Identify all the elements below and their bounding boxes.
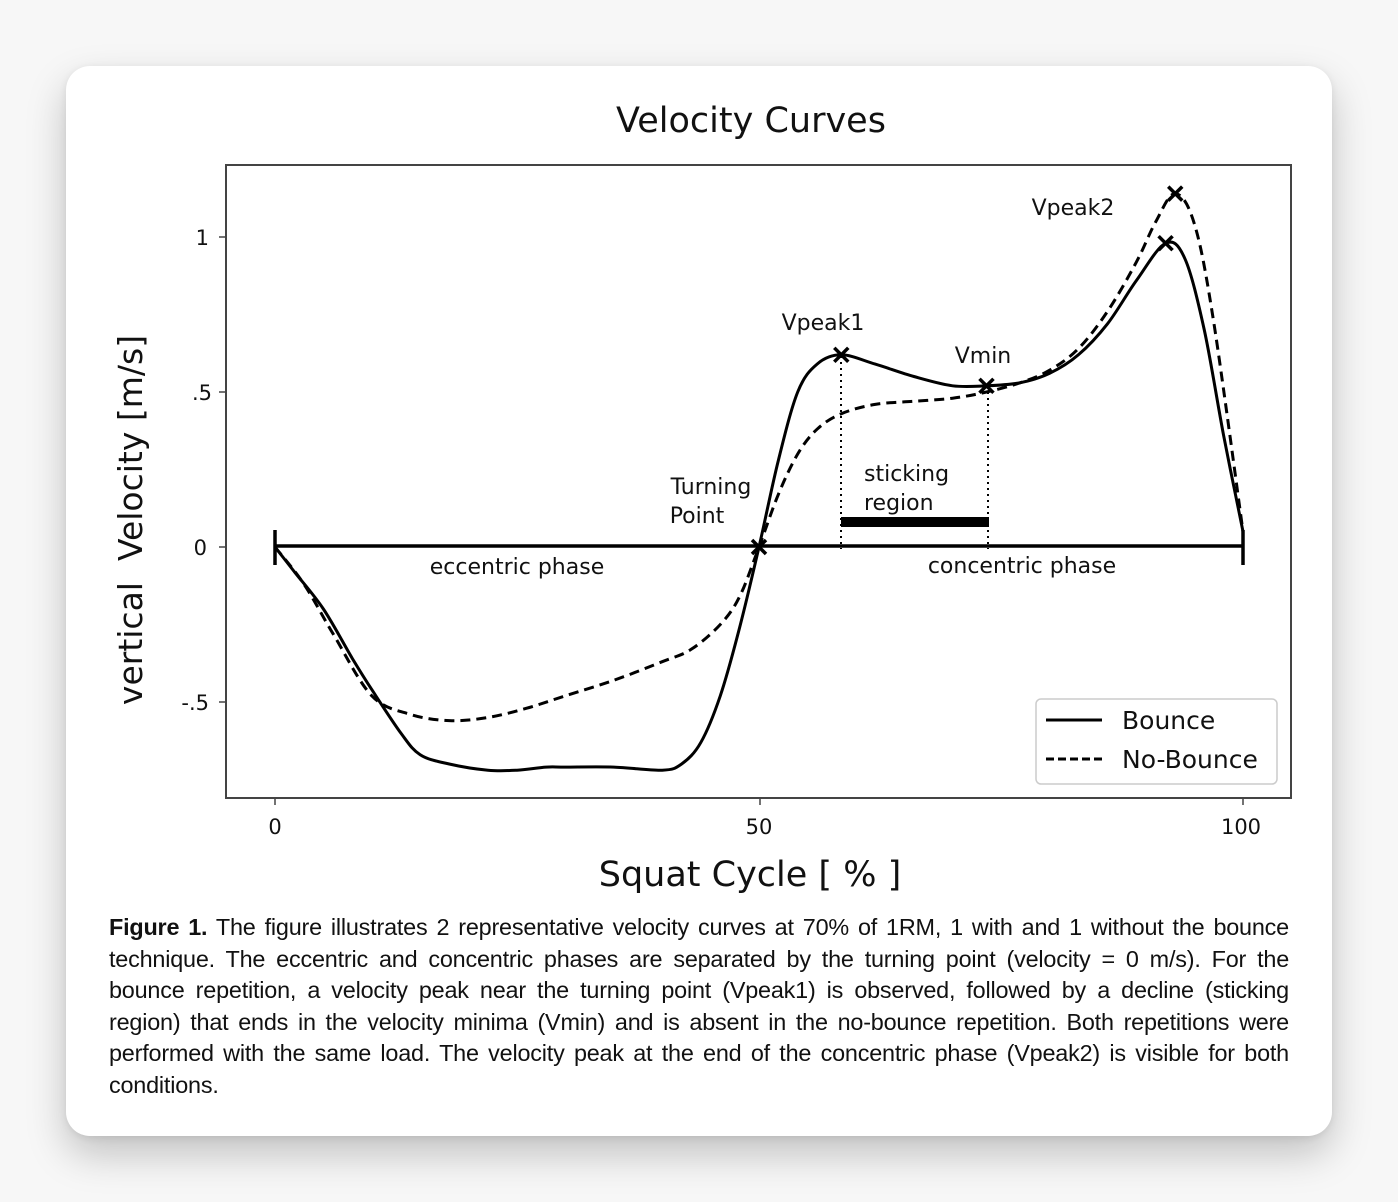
bounce-curve	[273, 240, 1245, 773]
eccentric-phase-label: eccentric phase	[430, 555, 604, 580]
y-tick-0: 0	[194, 536, 207, 560]
no-bounce-curve	[273, 192, 1245, 723]
sticking-region-bar	[841, 517, 989, 527]
x-axis-label: Squat Cycle [ % ]	[599, 855, 902, 895]
x-marker-icon	[1157, 234, 1174, 252]
vpeak2-label: Vpeak2	[1032, 196, 1115, 221]
chart-title: Velocity Curves	[616, 101, 886, 141]
y-axis-label: vertical Velocity [m/s]	[111, 335, 150, 705]
y-tick-1: 1	[196, 226, 209, 250]
sticking-region-label-2: region	[864, 491, 934, 516]
event-markers	[750, 185, 1184, 556]
plot-frame	[225, 164, 1292, 799]
vmin-label: Vmin	[955, 344, 1012, 369]
x-tick-0: 0	[268, 815, 281, 839]
x-axis	[274, 798, 1244, 805]
velocity-chart: Velocity Curves 1 .5 0 -.5 0 50 100 Squa…	[111, 101, 1292, 895]
legend: Bounce No-Bounce	[1035, 698, 1278, 785]
x-tick-50: 50	[746, 815, 773, 839]
x-marker-icon	[1167, 185, 1184, 202]
y-tick-0.5: .5	[192, 381, 212, 405]
caption-label: Figure 1.	[109, 914, 208, 940]
figure-card	[66, 66, 1332, 1136]
x-marker-icon	[978, 377, 995, 395]
y-tick-neg-0.5: -.5	[181, 691, 209, 715]
sticking-region-label-1: sticking	[864, 462, 949, 487]
turning-point-label-2: Point	[670, 504, 725, 529]
turning-point-label-1: Turning	[670, 475, 752, 500]
x-marker-icon	[750, 538, 768, 556]
figure-caption: Figure 1. The figure illustrates 2 repre…	[109, 912, 1289, 1102]
x-marker-icon	[833, 346, 850, 364]
caption-text: The figure illustrates 2 representative …	[109, 914, 1289, 1098]
legend-no-bounce-label: No-Bounce	[1122, 745, 1258, 774]
vpeak1-label: Vpeak1	[782, 311, 865, 336]
x-tick-100: 100	[1221, 815, 1261, 839]
y-axis	[219, 236, 226, 703]
concentric-phase-label: concentric phase	[928, 554, 1116, 579]
sticking-region-guides	[840, 356, 989, 549]
legend-bounce-label: Bounce	[1122, 706, 1215, 735]
